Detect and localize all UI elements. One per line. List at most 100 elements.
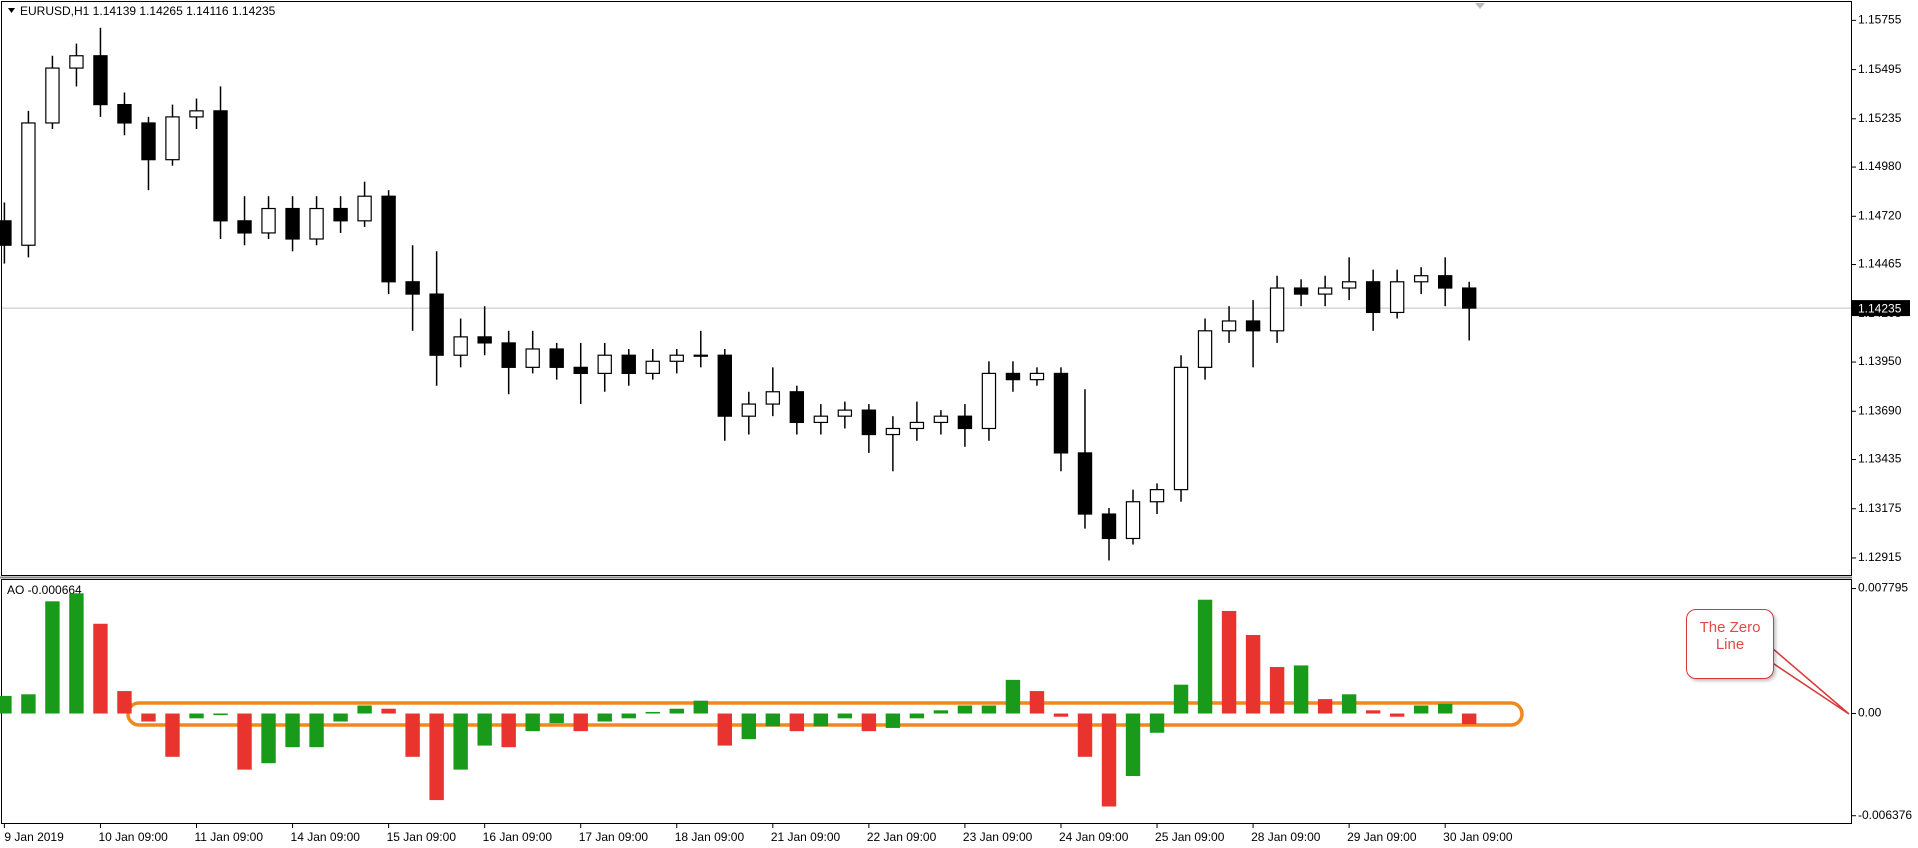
x-tick-label: 10 Jan 09:00 [98,830,168,844]
ao-bar [0,695,12,714]
ao-bar [981,705,997,714]
y-tick-label: 1.15235 [1858,111,1902,125]
candle-body [1389,281,1405,314]
ao-bar [621,713,636,719]
ao-bar [117,691,132,714]
ao-bar [357,705,372,714]
ao-bar [1125,713,1141,777]
x-tick-label: 17 Jan 09:00 [579,830,649,844]
ao-bar [165,713,180,757]
candle-body [669,354,684,362]
ao-bar [21,694,36,714]
candle-body [1365,281,1381,314]
candle-body [981,372,997,430]
ao-bar [645,711,660,714]
ao-bar [789,713,805,732]
ao-bar [549,713,564,724]
ao-bar [1341,694,1357,714]
x-tick-label: 22 Jan 09:00 [867,830,937,844]
y-tick-label: -0.006376 [1858,808,1912,822]
candle-body [1149,489,1165,503]
ao-bar [573,713,588,732]
ao-title: AO -0.000664 [7,583,82,597]
candle-body [933,415,949,424]
ao-bar [69,593,84,714]
y-tick-label: 0.007795 [1858,581,1908,595]
ao-bar [309,713,324,748]
y-tick-label: 1.14980 [1858,159,1902,173]
ao-bar [1317,699,1333,714]
ao-bar [957,705,973,714]
ao-bar [189,713,204,719]
ao-bar [1245,634,1261,714]
x-tick-label: 30 Jan 09:00 [1443,830,1513,844]
x-tick-label: 24 Jan 09:00 [1059,830,1129,844]
ao-bar [717,713,732,746]
candle-body [357,195,372,222]
candle-body [1077,452,1093,515]
candle-body [1413,275,1429,283]
main-panel-frame [1,1,1852,576]
ao-bar [1029,691,1045,714]
candle-body [45,67,60,124]
candle-body [1221,320,1237,332]
y-tick-label: 1.13950 [1858,354,1902,368]
candle-body [1029,372,1045,381]
candle-body [309,207,324,240]
ao-bar [1389,713,1405,717]
x-tick-label: 25 Jan 09:00 [1155,830,1225,844]
y-tick-label: 1.12915 [1858,550,1902,564]
candle-body [1461,287,1477,309]
candle-body [813,415,829,424]
callout: The Zero Line [1686,609,1774,679]
candle-body [1125,501,1141,540]
candle-body [717,354,732,417]
ao-bar [405,713,420,757]
candle-body [885,427,901,436]
candle-body [141,122,156,161]
y-tick-label: 1.13435 [1858,452,1902,466]
candle-body [285,207,300,240]
candle-body [213,110,228,222]
candle-body [0,220,12,246]
ao-bar [813,713,829,727]
candle-body [477,336,492,344]
candle-body [1269,287,1285,332]
chart-title: EURUSD,H1 1.14139 1.14265 1.14116 1.1423… [20,4,276,18]
candle-body [1341,281,1357,289]
candle-body [861,409,877,436]
candle-body [525,348,540,368]
ao-bar [501,713,516,748]
ao-bar [45,601,60,714]
menu-marker [8,8,15,13]
y-tick-label: 1.13175 [1858,501,1902,515]
ao-bar [1365,710,1381,714]
ao-bar [765,713,781,727]
ao-bar [693,700,708,714]
candle-body [501,342,516,368]
ao-bar [381,708,396,714]
x-tick-label: 21 Jan 09:00 [771,830,841,844]
candle-body [957,415,973,430]
candle-body [117,103,132,124]
x-tick-label: 18 Jan 09:00 [675,830,745,844]
ao-bar [1461,713,1477,725]
ao-bar [837,713,853,719]
candle-body [69,55,84,69]
candle-body [1245,320,1261,332]
y-tick-label: 1.15755 [1858,13,1902,27]
candle-body [429,293,444,356]
candle-body [1437,275,1453,289]
ao-bar [909,713,925,719]
candle-body [1197,330,1213,368]
ao-bar [669,708,684,714]
candle-body [765,391,781,405]
x-tick-label: 23 Jan 09:00 [963,830,1033,844]
candle-body [549,348,564,368]
candle-body [189,110,204,118]
candle-body [1101,513,1117,540]
y-tick-label: 1.15495 [1858,62,1902,76]
x-tick-label: 15 Jan 09:00 [387,830,457,844]
candle-body [909,421,925,430]
